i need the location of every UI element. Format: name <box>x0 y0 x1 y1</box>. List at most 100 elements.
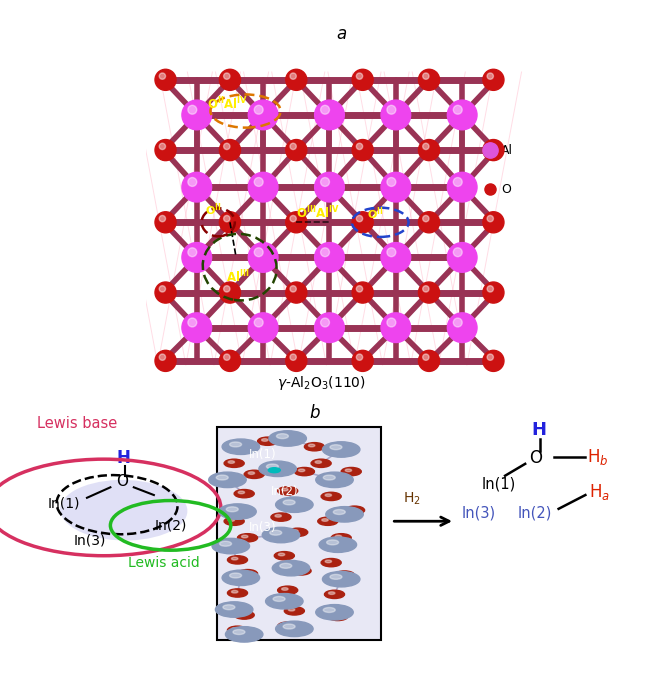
Circle shape <box>448 100 477 130</box>
Circle shape <box>222 570 260 586</box>
Circle shape <box>315 461 322 464</box>
Circle shape <box>357 215 363 222</box>
Text: In(3): In(3) <box>74 534 106 548</box>
Circle shape <box>290 354 296 360</box>
Circle shape <box>298 469 305 472</box>
Circle shape <box>274 552 294 560</box>
Circle shape <box>219 351 240 371</box>
Text: In(3): In(3) <box>249 521 276 534</box>
Circle shape <box>219 212 240 233</box>
Circle shape <box>483 69 504 90</box>
Circle shape <box>188 178 197 186</box>
Text: In(1): In(1) <box>47 496 80 510</box>
Text: In(1): In(1) <box>481 476 516 491</box>
Circle shape <box>219 541 231 546</box>
Circle shape <box>333 509 345 514</box>
Circle shape <box>454 248 462 256</box>
Circle shape <box>219 139 240 161</box>
Circle shape <box>278 553 285 556</box>
Circle shape <box>330 445 342 450</box>
Circle shape <box>223 143 230 149</box>
Circle shape <box>387 248 396 256</box>
Circle shape <box>487 143 494 149</box>
Circle shape <box>254 105 263 114</box>
Circle shape <box>237 534 258 542</box>
Circle shape <box>314 313 345 343</box>
Circle shape <box>238 612 245 615</box>
Circle shape <box>222 439 260 454</box>
Circle shape <box>288 528 308 536</box>
Circle shape <box>155 69 176 90</box>
Circle shape <box>258 437 278 446</box>
Text: Al: Al <box>501 143 513 157</box>
Circle shape <box>242 571 248 574</box>
Text: a: a <box>336 25 347 43</box>
Circle shape <box>326 540 339 545</box>
Circle shape <box>290 286 296 292</box>
Circle shape <box>345 469 352 472</box>
Circle shape <box>284 607 304 615</box>
Circle shape <box>282 588 288 590</box>
Circle shape <box>237 569 258 578</box>
Circle shape <box>254 248 263 256</box>
Circle shape <box>155 282 176 303</box>
Circle shape <box>234 611 254 619</box>
Circle shape <box>387 105 396 114</box>
Circle shape <box>242 535 248 538</box>
Circle shape <box>341 468 361 476</box>
Circle shape <box>248 100 278 130</box>
Circle shape <box>216 475 228 480</box>
Circle shape <box>155 212 176 233</box>
Circle shape <box>314 172 345 202</box>
Circle shape <box>352 139 373 161</box>
Circle shape <box>294 468 314 476</box>
Circle shape <box>291 567 311 575</box>
Circle shape <box>259 461 296 476</box>
Circle shape <box>454 178 462 186</box>
Circle shape <box>229 442 242 447</box>
Circle shape <box>159 73 165 79</box>
Text: $\mathbf{O^{II}}$: $\mathbf{O^{II}}$ <box>367 205 383 222</box>
Text: H$_a$: H$_a$ <box>589 483 609 502</box>
Circle shape <box>318 517 338 526</box>
Circle shape <box>290 143 296 149</box>
Circle shape <box>290 73 296 79</box>
Circle shape <box>223 215 230 222</box>
Circle shape <box>381 172 411 202</box>
Circle shape <box>275 515 282 517</box>
Circle shape <box>233 629 245 635</box>
Circle shape <box>419 69 440 90</box>
Circle shape <box>286 69 307 90</box>
Circle shape <box>271 513 291 521</box>
Circle shape <box>419 351 440 371</box>
Circle shape <box>225 627 263 642</box>
Circle shape <box>248 472 255 474</box>
Circle shape <box>182 100 211 130</box>
Circle shape <box>290 215 296 222</box>
Ellipse shape <box>60 480 187 540</box>
Circle shape <box>228 519 235 522</box>
Circle shape <box>272 561 310 576</box>
Circle shape <box>266 594 303 609</box>
Circle shape <box>229 573 242 578</box>
Text: H: H <box>117 449 130 467</box>
Circle shape <box>219 504 256 520</box>
Circle shape <box>423 73 429 79</box>
Text: O: O <box>529 449 542 467</box>
Circle shape <box>182 242 211 273</box>
Circle shape <box>448 242 477 273</box>
Circle shape <box>326 507 363 522</box>
Circle shape <box>223 73 230 79</box>
Circle shape <box>282 489 288 491</box>
Circle shape <box>283 500 295 505</box>
Circle shape <box>423 354 429 360</box>
Circle shape <box>381 313 411 343</box>
Circle shape <box>323 475 335 480</box>
Circle shape <box>325 560 332 563</box>
Circle shape <box>352 69 373 90</box>
Circle shape <box>419 139 440 161</box>
Circle shape <box>454 318 462 327</box>
Circle shape <box>248 242 278 273</box>
Circle shape <box>254 178 263 186</box>
Circle shape <box>223 286 230 292</box>
